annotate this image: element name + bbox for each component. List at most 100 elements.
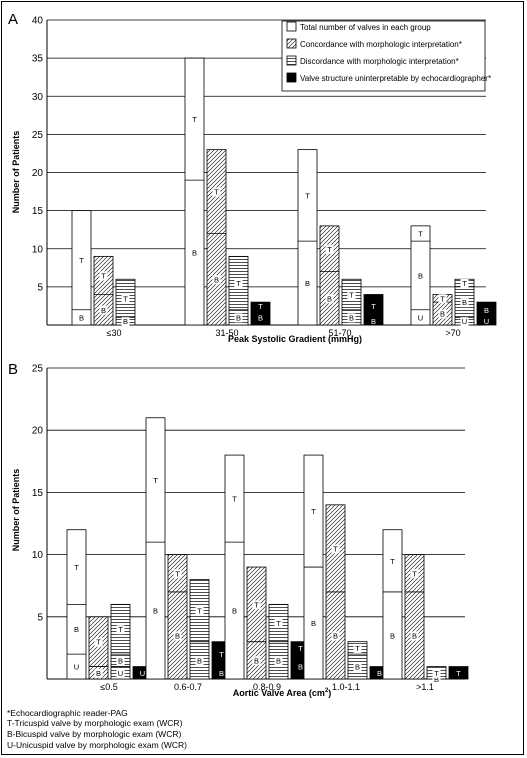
bar-segment-label: T: [96, 638, 101, 647]
bar-segment-label: B: [377, 669, 382, 678]
bar-segment-label-bg: [173, 631, 182, 641]
bar: [145, 417, 166, 680]
x-tick-label: 1.0-1.1: [332, 682, 360, 692]
bar-segment-label-bg: [230, 606, 239, 616]
bar-segment-label: T: [101, 271, 106, 280]
bar: [404, 554, 425, 680]
bar-segment-label: T: [232, 495, 237, 504]
footnote-reader: *Echocardiographic reader-PAG: [7, 708, 128, 718]
bar-segment-label-bg: [438, 309, 447, 319]
bar-segment-label: B: [79, 313, 84, 322]
bar-segment-label-bg: [151, 606, 160, 616]
bar-segment-label: T: [418, 230, 423, 239]
bar-segment-label: B: [305, 279, 310, 288]
panel-a-x-axis-label: Peak Systolic Gradient (mmHg): [228, 334, 362, 344]
bar-segment-label: B: [311, 619, 316, 628]
bar-segment-label: T: [254, 600, 259, 609]
bar-segment-label: T: [219, 650, 224, 659]
bar-segment-label-bg: [190, 248, 199, 258]
bar-segment-label: T: [298, 644, 303, 653]
legend-entry: Valve structure uninterpretable by echoc…: [300, 74, 491, 83]
legend-entry: Discordance with morphologic interpretat…: [300, 57, 459, 66]
panel-a-y-ticks: 5 10 15 20 25 30 35 40: [32, 16, 44, 294]
bar-segment-label-bg: [460, 298, 469, 308]
panel-b-y-axis-label: Number of Patients: [11, 469, 21, 552]
bar-segment-label: U: [462, 317, 467, 326]
x-tick-label: 31-50: [215, 328, 238, 338]
bar-segment-label-bg: [353, 662, 362, 672]
panel-b-label: B: [8, 361, 18, 378]
bar: [228, 255, 249, 326]
bar-segment-label: B: [298, 663, 303, 672]
bar-segment-label-bg: [410, 631, 419, 641]
bar-segment-label-bg: [94, 637, 103, 647]
bar-segment-label: B: [327, 294, 332, 303]
bar-segment-label-bg: [212, 187, 221, 197]
legend-box: [281, 20, 486, 92]
bar-segment-label-bg: [72, 563, 81, 573]
bar-segment-label: B: [258, 313, 263, 322]
bar-segment-label-bg: [234, 279, 243, 289]
bar-segment-label-bg: [274, 619, 283, 629]
panel-a-y-axis-label: Number of Patients: [11, 131, 21, 214]
bar-segment-label-bg: [388, 556, 397, 566]
bar-segment-label: T: [333, 544, 338, 553]
legend-swatch: [286, 55, 297, 66]
bar-segment-label: B: [232, 607, 237, 616]
bar: [476, 301, 497, 326]
footnote-unicuspid: U-Unicuspid valve by morphologic exam (W…: [7, 740, 187, 750]
bar-segment-label: T: [118, 625, 123, 634]
bar: [347, 641, 368, 680]
bar-segment-label-bg: [99, 305, 108, 315]
bar-segment-label-bg: [309, 507, 318, 517]
bar: [206, 149, 227, 326]
bar: [110, 603, 131, 680]
footnote-bicuspid: B-Bicuspid valve by morphologic exam (WC…: [7, 729, 182, 739]
bar-segment-label-bg: [195, 606, 204, 616]
legend-swatch: [286, 72, 297, 83]
bar-segment-label: U: [484, 317, 489, 326]
y-tick-label: 25: [32, 364, 44, 375]
bar-segment-label: B: [197, 656, 202, 665]
bar-segment-label: T: [371, 302, 376, 311]
panel-a-x-ticks: ≤30 31-50 51-70 >70: [107, 328, 461, 338]
bar-segment-label: B: [175, 631, 180, 640]
bar-segment-label: T: [236, 279, 241, 288]
bar-segment-label: B: [214, 275, 219, 284]
bar: [319, 225, 340, 326]
bar-segment-label-bg: [303, 191, 312, 201]
y-tick-label: 30: [32, 92, 44, 103]
y-tick-label: 15: [32, 488, 44, 499]
bar-segment-label: T: [349, 291, 354, 300]
bar-segment-label: B: [418, 271, 423, 280]
y-tick-label: 35: [32, 54, 44, 65]
panel-a-legend: Total number of valves in each group Conc…: [281, 20, 491, 92]
y-tick-label: 15: [32, 206, 44, 217]
bar-segment-label-bg: [410, 569, 419, 579]
bar-segment-label-bg: [77, 256, 86, 266]
bar-segment-label-bg: [121, 294, 130, 304]
bar-segment-label-bg: [325, 294, 334, 304]
bar-segment-label: T: [153, 476, 158, 485]
bar-segment-label: B: [390, 631, 395, 640]
bar-segment-label: T: [74, 563, 79, 572]
x-tick-label: ≤30: [107, 328, 122, 338]
bar-segment-label-bg: [416, 271, 425, 281]
bar: [341, 278, 362, 326]
bar-segment-label-bg: [234, 313, 243, 323]
x-tick-label: 0.6-0.7: [174, 682, 202, 692]
bar-segment-label: B: [118, 656, 123, 665]
bar-segment-label: T: [258, 302, 263, 311]
bar: [297, 149, 318, 326]
bar-segment-label-bg: [347, 313, 356, 323]
bar-segment-label: B: [412, 631, 417, 640]
x-tick-label: 51-70: [328, 328, 351, 338]
bar-segment-label-bg: [99, 271, 108, 281]
bar-segment-label-bg: [252, 656, 261, 666]
bar-segment-label-bg: [72, 625, 81, 635]
